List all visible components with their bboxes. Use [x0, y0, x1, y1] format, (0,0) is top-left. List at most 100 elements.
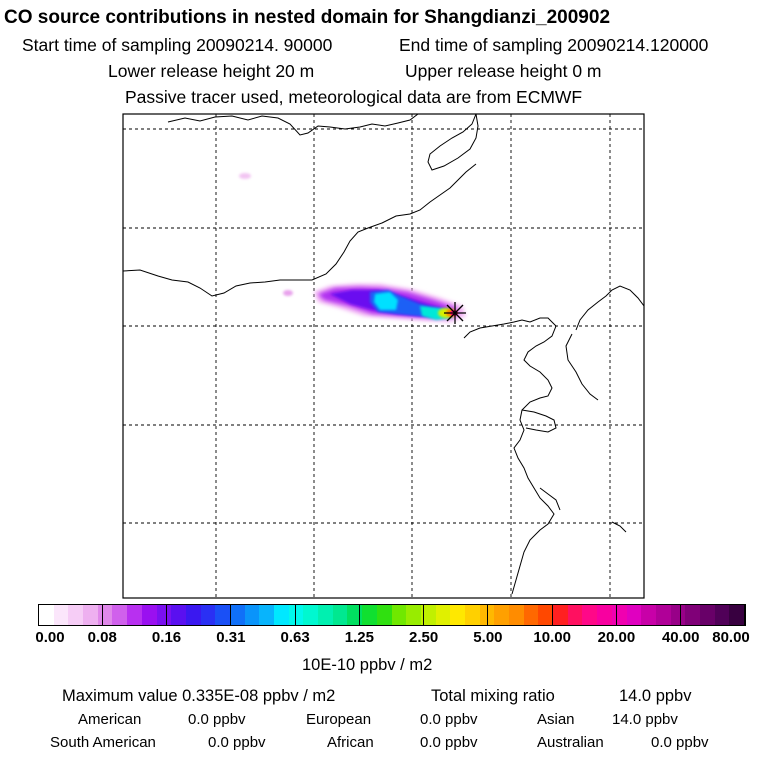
- colorbar-tick: [551, 604, 553, 626]
- colorbar-segment: [97, 605, 113, 625]
- colorbar-segment: [509, 605, 524, 625]
- colorbar-segment: [376, 605, 392, 625]
- colorbar-segment: [435, 605, 451, 625]
- map-frame: [122, 113, 645, 599]
- max-value: Maximum value 0.335E-08 ppbv / m2: [62, 687, 336, 705]
- colorbar-segment: [582, 605, 598, 625]
- colorbar-segment: [391, 605, 407, 625]
- colorbar-segment: [567, 605, 583, 625]
- colorbar-tick: [423, 604, 425, 626]
- colorbar-segment: [626, 605, 642, 625]
- colorbar-strip: [38, 604, 745, 626]
- colorbar-segment: [494, 605, 509, 625]
- colorbar-segment: [229, 605, 245, 625]
- plume-core: [374, 292, 398, 310]
- coastline: [611, 521, 627, 533]
- colorbar-segment: [53, 605, 69, 625]
- colorbar: [38, 604, 745, 626]
- plume-spot: [239, 173, 251, 179]
- colorbar-segment: [611, 605, 627, 625]
- colorbar-segment: [406, 605, 421, 625]
- colorbar-segment: [597, 605, 612, 625]
- european-label: European: [306, 711, 372, 728]
- european-value: 0.0 ppbv: [420, 711, 478, 728]
- coastline: [565, 333, 599, 401]
- colorbar-tick-label: 5.00: [473, 629, 503, 646]
- colorbar-segment: [714, 605, 730, 625]
- colorbar-tick-label: 40.00: [661, 629, 700, 646]
- coastline: [539, 487, 561, 511]
- colorbar-tick-label: 0.16: [151, 629, 182, 646]
- coastlines-and-borders: [123, 114, 644, 595]
- colorbar-tick: [230, 604, 232, 626]
- colorbar-segment: [450, 605, 465, 625]
- colorbar-segment: [553, 605, 568, 625]
- south-american-value: 0.0 ppbv: [208, 734, 266, 751]
- colorbar-tick: [487, 604, 489, 626]
- colorbar-segment: [362, 605, 377, 625]
- colorbar-segment: [670, 605, 686, 625]
- colorbar-segment: [523, 605, 539, 625]
- colorbar-segment: [318, 605, 333, 625]
- colorbar-tick-label: 1.25: [344, 629, 374, 646]
- colorbar-tick: [744, 604, 746, 626]
- colorbar-segment: [332, 605, 348, 625]
- colorbar-segment: [141, 605, 157, 625]
- end-time: End time of sampling 20090214.120000: [399, 35, 709, 55]
- figure-title: CO source contributions in nested domain…: [4, 7, 611, 28]
- colorbar-unit: 10E-10 ppbv / m2: [302, 656, 433, 674]
- colorbar-segment: [729, 605, 744, 625]
- colorbar-segment: [420, 605, 436, 625]
- colorbar-tick-label: 0.08: [87, 629, 117, 646]
- colorbar-segment: [244, 605, 260, 625]
- colorbar-tick: [166, 604, 168, 626]
- coastline: [463, 317, 557, 595]
- american-label: American: [78, 711, 142, 728]
- colorbar-segment: [464, 605, 480, 625]
- african-label: African: [327, 734, 374, 751]
- african-value: 0.0 ppbv: [420, 734, 478, 751]
- grid-lines: [123, 114, 644, 598]
- colorbar-segment: [215, 605, 230, 625]
- map-panel: [122, 113, 645, 599]
- colorbar-segment: [274, 605, 289, 625]
- colorbar-segment: [685, 605, 700, 625]
- colorbar-tick: [101, 604, 103, 626]
- colorbar-tick-label: 2.50: [409, 629, 439, 646]
- colorbar-segment: [699, 605, 715, 625]
- colorbar-tick-label: 80.00: [712, 629, 750, 646]
- colorbar-segment: [156, 605, 172, 625]
- colorbar-segment: [171, 605, 186, 625]
- total-mixing-value: 14.0 ppbv: [619, 687, 692, 705]
- colorbar-tick: [615, 604, 617, 626]
- colorbar-tick-label: 0.31: [216, 629, 246, 646]
- border-line: [427, 114, 479, 171]
- colorbar-segment: [288, 605, 304, 625]
- colorbar-segment: [127, 605, 142, 625]
- coastline: [521, 409, 557, 433]
- tracer-note: Passive tracer used, meteorological data…: [125, 87, 583, 107]
- australian-label: Australian: [537, 734, 604, 751]
- asian-label: Asian: [537, 711, 575, 728]
- colorbar-segment: [68, 605, 84, 625]
- asian-value: 14.0 ppbv: [612, 711, 678, 728]
- coastline: [575, 285, 644, 331]
- colorbar-tick: [680, 604, 682, 626]
- colorbar-segment: [112, 605, 128, 625]
- start-time: Start time of sampling 20090214. 90000: [22, 35, 333, 55]
- colorbar-segment: [83, 605, 98, 625]
- american-value: 0.0 ppbv: [188, 711, 246, 728]
- colorbar-tick: [37, 604, 39, 626]
- colorbar-tick: [294, 604, 296, 626]
- concentration-plume: [239, 173, 466, 322]
- colorbar-segment: [479, 605, 495, 625]
- australian-value: 0.0 ppbv: [651, 734, 709, 751]
- border-line: [123, 163, 477, 297]
- colorbar-tick: [358, 604, 360, 626]
- upper-release-height: Upper release height 0 m: [405, 61, 602, 81]
- lower-release-height: Lower release height 20 m: [108, 61, 315, 81]
- colorbar-tick-label: 0.00: [35, 629, 65, 646]
- border-line: [167, 114, 419, 136]
- receptor-star-icon: [444, 302, 466, 324]
- colorbar-segment: [39, 605, 54, 625]
